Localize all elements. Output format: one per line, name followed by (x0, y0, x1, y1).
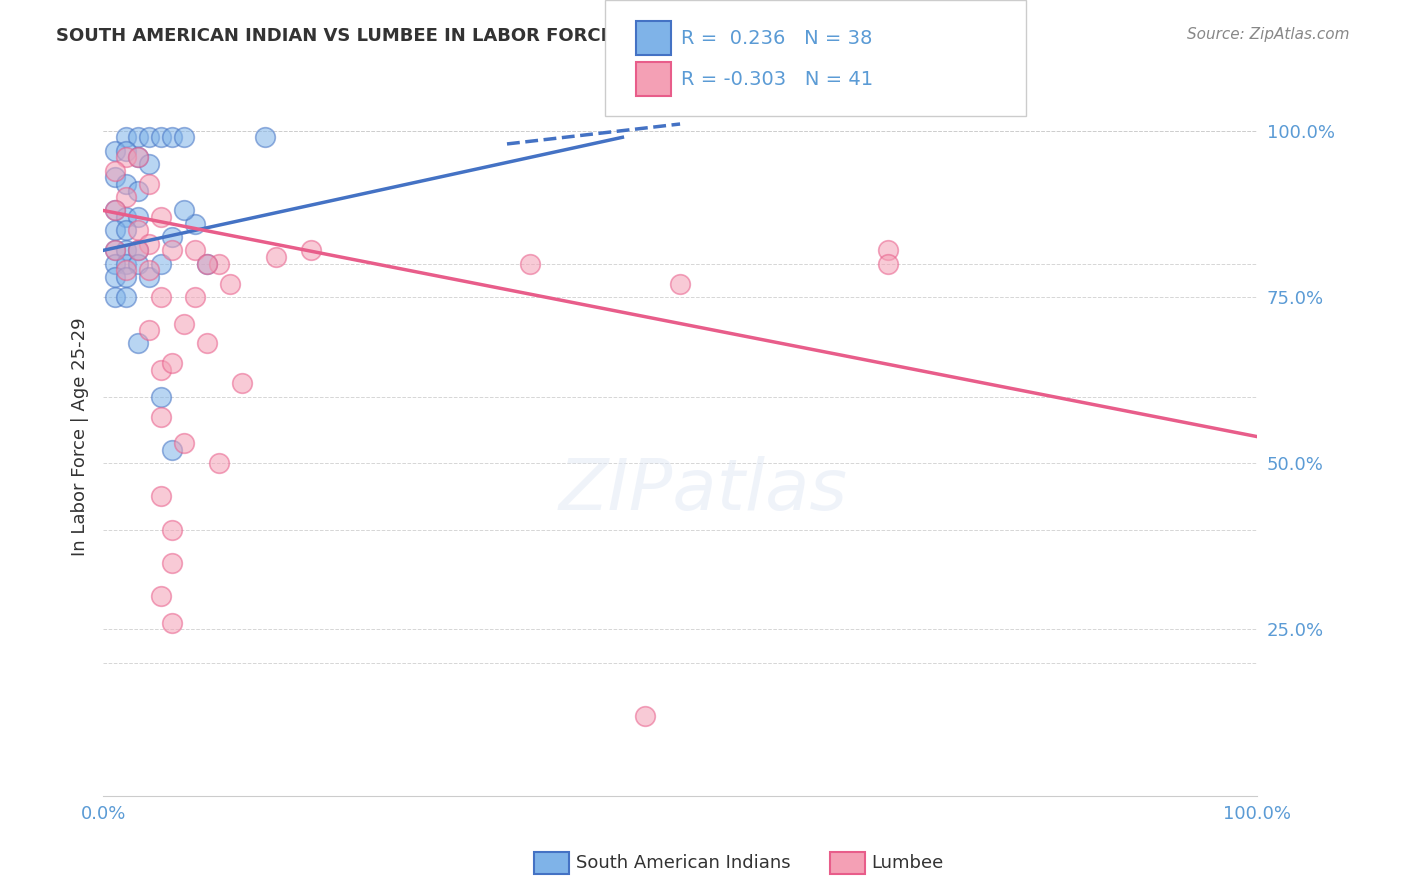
Point (634, 709, 657, 723)
Y-axis label: In Labor Force | Age 25-29: In Labor Force | Age 25-29 (72, 318, 89, 556)
Point (149, 130, 172, 145)
Point (104, 170, 127, 185)
Point (162, 442, 184, 457)
Text: Lumbee: Lumbee (872, 854, 943, 871)
Point (669, 277, 692, 291)
Point (104, 203, 127, 218)
Point (519, 257, 541, 271)
Point (127, 130, 149, 145)
Point (104, 203, 127, 218)
Point (173, 317, 195, 331)
Point (104, 223, 127, 237)
Point (115, 150, 138, 164)
Point (127, 184, 149, 198)
Point (115, 223, 138, 237)
Text: ZIPatlas: ZIPatlas (558, 456, 848, 525)
Point (149, 363, 172, 377)
Point (207, 257, 229, 271)
Point (149, 290, 172, 304)
Point (173, 436, 195, 450)
Point (127, 244, 149, 258)
Point (138, 157, 160, 171)
Point (219, 277, 242, 291)
Point (115, 210, 138, 224)
Point (104, 163, 127, 178)
Point (149, 409, 172, 424)
Point (104, 257, 127, 271)
Point (162, 230, 184, 244)
Point (162, 244, 184, 258)
Point (138, 323, 160, 337)
Text: South American Indians: South American Indians (576, 854, 792, 871)
Point (138, 177, 160, 191)
Point (162, 556, 184, 570)
Text: R =  0.236   N = 38: R = 0.236 N = 38 (681, 29, 872, 48)
Point (104, 290, 127, 304)
Point (115, 244, 138, 258)
Point (104, 144, 127, 158)
Point (299, 244, 322, 258)
Point (115, 270, 138, 285)
Point (127, 336, 149, 351)
Point (195, 257, 218, 271)
Point (231, 376, 253, 391)
Point (149, 589, 172, 603)
Point (876, 257, 898, 271)
Point (104, 270, 127, 285)
Point (138, 270, 160, 285)
Point (149, 257, 172, 271)
Point (207, 456, 229, 470)
Point (104, 244, 127, 258)
Point (115, 257, 138, 271)
Point (127, 244, 149, 258)
Point (162, 615, 184, 630)
Point (127, 210, 149, 224)
Point (149, 490, 172, 504)
Point (184, 217, 207, 231)
Point (127, 257, 149, 271)
Point (127, 150, 149, 164)
Point (162, 523, 184, 537)
Point (115, 144, 138, 158)
Point (127, 150, 149, 164)
Point (115, 263, 138, 277)
Point (138, 236, 160, 251)
Point (138, 263, 160, 277)
Point (195, 257, 218, 271)
Point (127, 223, 149, 237)
Point (184, 290, 207, 304)
Point (138, 130, 160, 145)
Point (149, 210, 172, 224)
Point (149, 390, 172, 404)
Point (115, 190, 138, 204)
Point (162, 130, 184, 145)
Point (104, 244, 127, 258)
Point (115, 290, 138, 304)
Point (162, 356, 184, 370)
Point (173, 203, 195, 218)
Text: R = -0.303   N = 41: R = -0.303 N = 41 (681, 70, 873, 89)
Point (115, 177, 138, 191)
Point (173, 130, 195, 145)
Point (184, 244, 207, 258)
Point (876, 244, 898, 258)
Point (195, 336, 218, 351)
Text: Source: ZipAtlas.com: Source: ZipAtlas.com (1187, 27, 1350, 42)
Text: SOUTH AMERICAN INDIAN VS LUMBEE IN LABOR FORCE | AGE 25-29 CORRELATION CHART: SOUTH AMERICAN INDIAN VS LUMBEE IN LABOR… (56, 27, 959, 45)
Point (264, 250, 287, 264)
Point (115, 130, 138, 145)
Point (253, 130, 276, 145)
